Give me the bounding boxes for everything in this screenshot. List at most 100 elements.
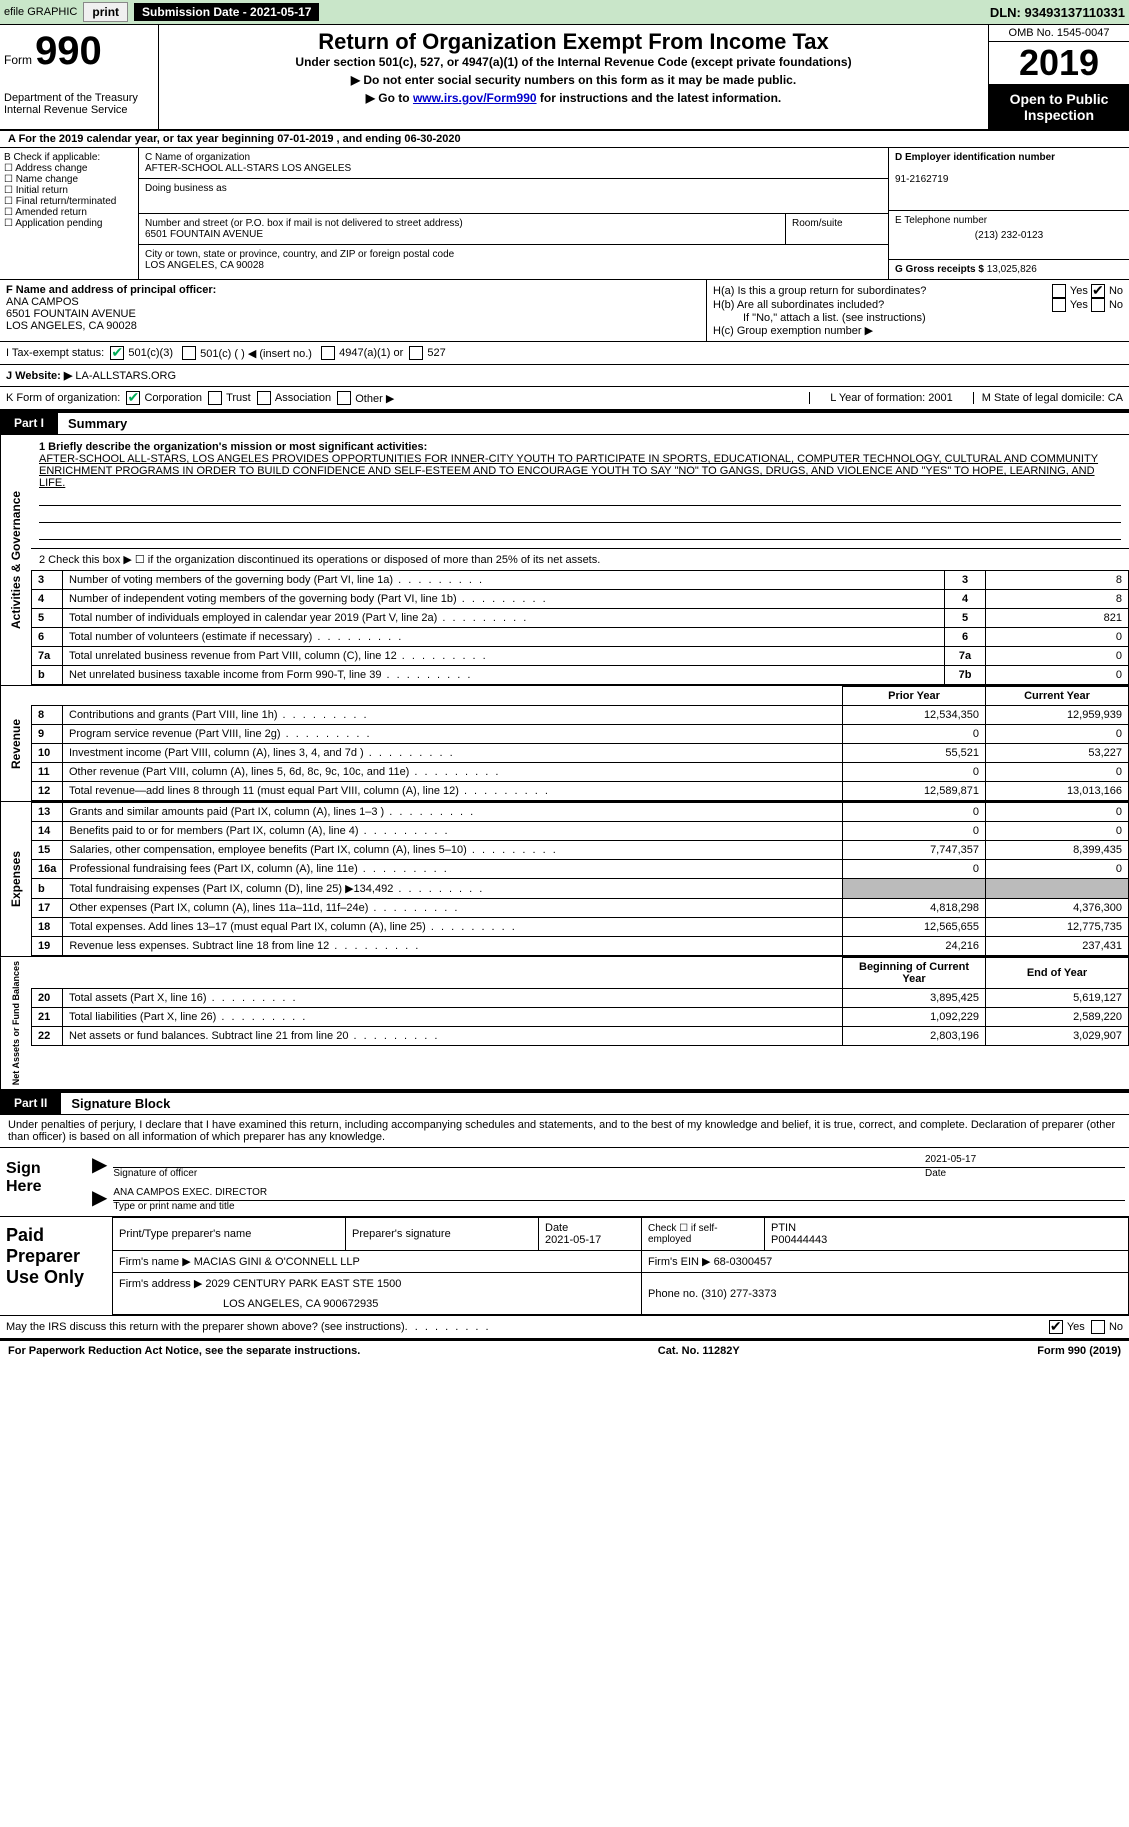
addr-row: Number and street (or P.O. box if mail i… — [139, 214, 888, 245]
header-right: OMB No. 1545-0047 2019 Open to Public In… — [988, 25, 1129, 129]
sig-name-label: Type or print name and title — [113, 1201, 1125, 1212]
box-c: C Name of organization AFTER-SCHOOL ALL-… — [139, 148, 888, 279]
firm-phone: (310) 277-3373 — [701, 1288, 776, 1300]
table-row: 5Total number of individuals employed in… — [32, 609, 1129, 628]
table-row: 11Other revenue (Part VIII, column (A), … — [32, 763, 1129, 782]
sig-arrow-2: ▶ — [86, 1185, 113, 1212]
box-b-opt-5[interactable]: ☐ Application pending — [4, 218, 134, 229]
sig-date-label: Date — [925, 1168, 1125, 1179]
hb-yes-checkbox[interactable] — [1052, 298, 1066, 312]
sign-here-label: Sign Here — [0, 1148, 82, 1216]
top-bar: efile GRAPHIC print Submission Date - 20… — [0, 0, 1129, 25]
firm-addr: 2029 CENTURY PARK EAST STE 1500 — [205, 1278, 401, 1290]
q2: 2 Check this box ▶ ☐ if the organization… — [31, 549, 1129, 570]
box-h: H(a) Is this a group return for subordin… — [707, 280, 1129, 341]
i-4947-checkbox[interactable] — [321, 346, 335, 360]
gov-table: 3Number of voting members of the governi… — [31, 570, 1129, 685]
sig-date: 2021-05-17 — [925, 1154, 1125, 1165]
preparer-label: Paid Preparer Use Only — [0, 1217, 112, 1315]
table-row: bTotal fundraising expenses (Part IX, co… — [32, 879, 1129, 899]
h-a-label: H(a) Is this a group return for subordin… — [713, 285, 1052, 297]
tax-year: 2019 — [989, 42, 1129, 85]
i-501c-checkbox[interactable] — [182, 346, 196, 360]
prep-name-hdr: Print/Type preparer's name — [119, 1228, 339, 1240]
room-cell: Room/suite — [786, 214, 888, 244]
part1-title: Summary — [58, 413, 137, 434]
sig-officer-line: 2021-05-17 — [113, 1152, 1125, 1168]
k-corp-checkbox[interactable] — [126, 391, 140, 405]
table-row: 20Total assets (Part X, line 16)3,895,42… — [32, 989, 1129, 1008]
gross-label: G Gross receipts $ — [895, 264, 984, 275]
box-b: B Check if applicable: ☐ Address change … — [0, 148, 139, 279]
website-value: LA-ALLSTARS.ORG — [75, 370, 176, 382]
city-cell: City or town, state or province, country… — [139, 245, 888, 275]
table-row: 14Benefits paid to or for members (Part … — [32, 822, 1129, 841]
city-value: LOS ANGELES, CA 90028 — [145, 260, 882, 271]
prep-self-emp: Check ☐ if self-employed — [642, 1218, 765, 1251]
k-other-checkbox[interactable] — [337, 391, 351, 405]
ptin-value: P00444443 — [771, 1234, 827, 1246]
dln: DLN: 93493137110331 — [990, 5, 1125, 20]
ha-yes-checkbox[interactable] — [1052, 284, 1066, 298]
h-c-label: H(c) Group exemption number ▶ — [713, 324, 1123, 337]
officer-name: ANA CAMPOS — [6, 296, 79, 308]
exp-section: Expenses 13Grants and similar amounts pa… — [0, 802, 1129, 957]
box-b-opt-1[interactable]: ☐ Name change — [4, 174, 134, 185]
org-name: AFTER-SCHOOL ALL-STARS LOS ANGELES — [145, 163, 882, 174]
part1-header: Part I Summary — [0, 411, 1129, 435]
ptin-hdr: PTIN — [771, 1222, 796, 1234]
mission-text: AFTER-SCHOOL ALL-STARS, LOS ANGELES PROV… — [39, 453, 1098, 489]
header-mid: Return of Organization Exempt From Incom… — [159, 25, 988, 129]
rev-table: Prior YearCurrent Year8Contributions and… — [31, 686, 1129, 801]
box-b-opt-4[interactable]: ☐ Amended return — [4, 207, 134, 218]
form-header: Form 990 Department of the Treasury Inte… — [0, 25, 1129, 131]
box-b-opt-3[interactable]: ☐ Final return/terminated — [4, 196, 134, 207]
line-a-text: A For the 2019 calendar year, or tax yea… — [8, 133, 461, 145]
table-row: 19Revenue less expenses. Subtract line 1… — [32, 937, 1129, 956]
k-assoc-checkbox[interactable] — [257, 391, 271, 405]
preparer-table: Print/Type preparer's name Preparer's si… — [112, 1217, 1129, 1315]
dot-leader — [405, 1321, 1049, 1333]
form-instr1: ▶ Do not enter social security numbers o… — [167, 73, 980, 87]
i-527-checkbox[interactable] — [409, 346, 423, 360]
hb-no-checkbox[interactable] — [1091, 298, 1105, 312]
table-row: 21Total liabilities (Part X, line 26)1,0… — [32, 1008, 1129, 1027]
discuss-yes-checkbox[interactable] — [1049, 1320, 1063, 1334]
vtab-bal: Net Assets or Fund Balances — [0, 957, 31, 1089]
table-row: bNet unrelated business taxable income f… — [32, 666, 1129, 685]
form-subtitle: Under section 501(c), 527, or 4947(a)(1)… — [167, 55, 980, 69]
table-row: 7aTotal unrelated business revenue from … — [32, 647, 1129, 666]
ha-no-checkbox[interactable] — [1091, 284, 1105, 298]
form-word: Form — [4, 53, 32, 67]
line-j-label: J Website: ▶ — [6, 369, 72, 382]
sign-here-row: Sign Here ▶ 2021-05-17 Signature of offi… — [0, 1147, 1129, 1217]
vtab-gov: Activities & Governance — [0, 435, 31, 685]
header-left: Form 990 Department of the Treasury Inte… — [0, 25, 159, 129]
dba-label: Doing business as — [145, 183, 882, 194]
table-row: 10Investment income (Part VIII, column (… — [32, 744, 1129, 763]
org-name-cell: C Name of organization AFTER-SCHOOL ALL-… — [139, 148, 888, 179]
i-501c3-checkbox[interactable] — [110, 346, 124, 360]
table-row: 12Total revenue—add lines 8 through 11 (… — [32, 782, 1129, 801]
print-button[interactable]: print — [83, 2, 128, 22]
box-g: G Gross receipts $ 13,025,826 — [889, 260, 1129, 279]
table-row: 17Other expenses (Part IX, column (A), l… — [32, 899, 1129, 918]
line-i-label: I Tax-exempt status: — [6, 347, 104, 359]
box-b-opt-0[interactable]: ☐ Address change — [4, 163, 134, 174]
efile-label: efile GRAPHIC — [4, 6, 77, 18]
vtab-rev: Revenue — [0, 686, 31, 801]
line-a: A For the 2019 calendar year, or tax yea… — [0, 131, 1129, 148]
discuss-no-checkbox[interactable] — [1091, 1320, 1105, 1334]
part2-header: Part II Signature Block — [0, 1091, 1129, 1115]
irs-link[interactable]: www.irs.gov/Form990 — [413, 91, 537, 105]
box-b-opt-2[interactable]: ☐ Initial return — [4, 185, 134, 196]
sig-name: ANA CAMPOS EXEC. DIRECTOR — [113, 1187, 267, 1198]
k-trust-checkbox[interactable] — [208, 391, 222, 405]
line-j: J Website: ▶ LA-ALLSTARS.ORG — [0, 365, 1129, 387]
city-label: City or town, state or province, country… — [145, 249, 882, 260]
footer: For Paperwork Reduction Act Notice, see … — [0, 1340, 1129, 1361]
exp-table: 13Grants and similar amounts paid (Part … — [31, 802, 1129, 956]
form-number: 990 — [35, 29, 102, 73]
open-public: Open to Public Inspection — [989, 85, 1129, 129]
mission-block: 1 Briefly describe the organization's mi… — [31, 435, 1129, 549]
